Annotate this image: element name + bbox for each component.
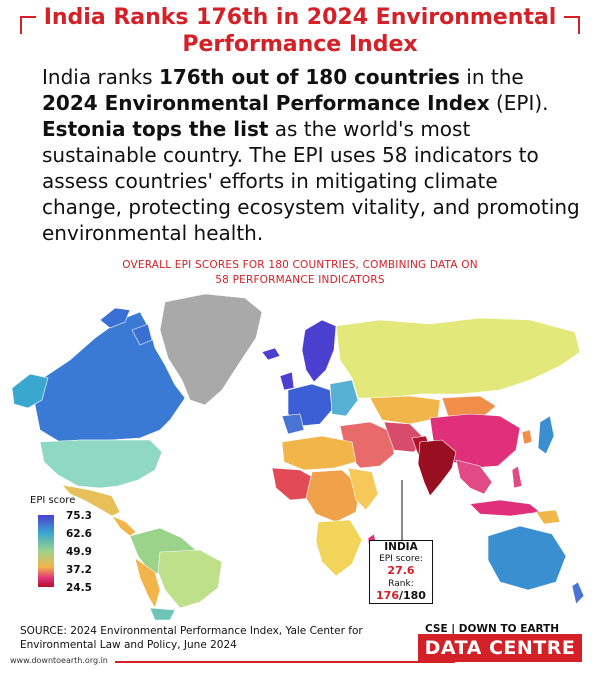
brand-tagline: CSE | DOWN TO EARTH	[425, 623, 560, 635]
legend: EPI score 75.3 62.6 49.9 37.2 24.5	[22, 495, 122, 605]
greenland	[159, 293, 263, 406]
legend-tick-4: 37.2	[66, 564, 92, 576]
callout-country: INDIA	[384, 541, 418, 553]
intro-bold-2: 2024 Environmental Performance Index	[42, 91, 490, 115]
indonesia	[469, 499, 541, 517]
callout-rank-total: /180	[398, 589, 426, 602]
scandinavia	[301, 319, 337, 383]
callout-score-label: EPI score:	[379, 554, 423, 564]
russia	[335, 317, 581, 399]
callout-rank-label: Rank:	[388, 579, 414, 589]
callout-rank-value: 176	[376, 589, 399, 602]
legend-tick-1: 75.3	[66, 510, 92, 522]
brand-logo: DATA CENTRE	[418, 634, 582, 662]
title-rule-left	[20, 16, 36, 18]
japan	[537, 415, 555, 455]
australia	[487, 525, 567, 591]
southeast-asia	[455, 459, 493, 495]
intro-text-2: in the	[459, 65, 524, 89]
canada-islands	[99, 307, 153, 346]
intro-bold-3: Estonia tops the list	[42, 117, 269, 141]
north-africa	[281, 435, 357, 471]
intro-bold-1: 176th out of 180 countries	[158, 65, 460, 89]
map-subtitle: OVERALL EPI SCORES FOR 180 COUNTRIES, CO…	[70, 258, 530, 288]
intro-text-4: as the world's most sustainable country.…	[42, 117, 580, 245]
intro-paragraph: India ranks 176th out of 180 countries i…	[42, 64, 582, 246]
uk	[279, 371, 295, 391]
title-rule-right-vertical	[578, 16, 580, 34]
title-block: India Ranks 176th in 2024 Environmental …	[0, 4, 600, 62]
intro-text-1: India ranks	[42, 65, 159, 89]
mongolia	[441, 395, 497, 417]
india	[417, 439, 457, 497]
new-zealand	[571, 581, 585, 605]
callout-score-value: 27.6	[387, 564, 415, 577]
alaska	[11, 373, 49, 409]
page-title: India Ranks 176th in 2024 Environmental …	[40, 4, 560, 58]
intro-text-3: (EPI).	[489, 91, 549, 115]
india-callout: INDIA EPI score: 27.6 Rank: 176/180	[369, 540, 433, 604]
footer-rule	[115, 661, 455, 663]
central-asia	[369, 395, 441, 425]
title-line-1: India Ranks 176th in 2024 Environmental	[43, 5, 557, 30]
world-map	[11, 293, 585, 620]
philippines	[511, 465, 523, 489]
legend-tick-3: 49.9	[66, 546, 92, 558]
callout-rank: 176/180	[370, 590, 432, 602]
title-rule-right	[564, 16, 580, 18]
source-line-2: Environmental Law and Policy, June 2024	[20, 639, 237, 651]
south-america-west	[134, 557, 161, 609]
map-subtitle-line-2: 58 PERFORMANCE INDICATORS	[215, 274, 385, 286]
legend-title: EPI score	[30, 495, 76, 506]
map-subtitle-line-1: OVERALL EPI SCORES FOR 180 COUNTRIES, CO…	[122, 259, 478, 271]
iberia	[281, 413, 305, 435]
central-america	[111, 515, 137, 537]
brazil	[157, 549, 223, 609]
korea	[521, 429, 533, 445]
central-africa	[305, 469, 361, 523]
legend-tick-2: 62.6	[66, 528, 92, 540]
usa	[39, 439, 163, 489]
legend-tick-5: 24.5	[66, 582, 92, 594]
callout-score: EPI score: 27.6	[370, 553, 432, 578]
source-line-1: SOURCE: 2024 Environmental Performance I…	[20, 625, 363, 637]
title-rule-left-vertical	[20, 16, 22, 34]
brand-name: DATA CENTRE	[424, 637, 576, 659]
footer-url: www.downtoearth.org.in	[10, 656, 108, 665]
legend-color-bar	[38, 515, 54, 587]
east-africa	[347, 467, 379, 511]
iceland	[261, 347, 281, 361]
southern-africa	[315, 519, 363, 577]
papua	[535, 509, 561, 525]
eastern-europe	[329, 379, 359, 417]
south-america-south	[149, 607, 176, 620]
source-note: SOURCE: 2024 Environmental Performance I…	[20, 624, 400, 652]
title-line-2: Performance Index	[182, 32, 418, 57]
